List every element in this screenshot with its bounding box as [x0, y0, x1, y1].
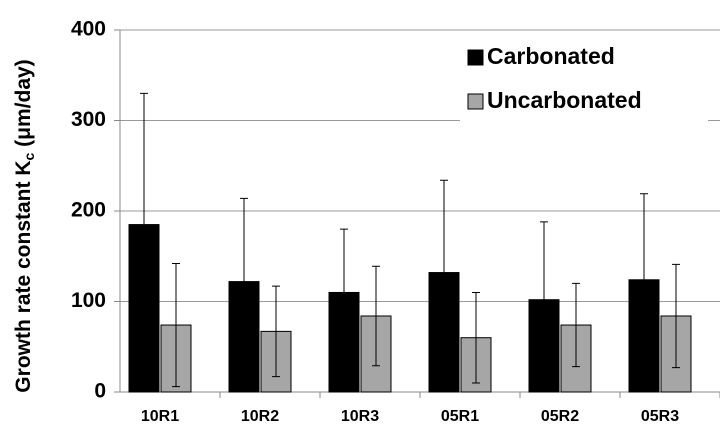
x-tick-label: 05R1	[441, 408, 479, 425]
error-bar	[472, 291, 480, 384]
error-bar	[340, 228, 348, 357]
y-tick-label: 200	[71, 199, 106, 222]
legend-swatch	[467, 93, 484, 110]
legend-label: Carbonated	[487, 43, 615, 69]
error-bar	[372, 265, 380, 367]
error-bar	[172, 262, 180, 388]
legend-box	[460, 40, 708, 126]
error-bar	[440, 179, 448, 366]
y-tick-label: 400	[71, 18, 106, 41]
y-axis-label: Growth rate constant Kc (μm/day)	[12, 59, 37, 392]
y-label-sub: c	[21, 152, 37, 160]
x-tick-label: 10R2	[241, 408, 279, 425]
y-tick-label: 100	[71, 289, 106, 312]
error-bar	[672, 263, 680, 369]
error-bar	[640, 193, 648, 367]
error-bar	[540, 221, 548, 379]
legend-swatch	[467, 49, 484, 66]
x-tick-label: 10R3	[341, 408, 379, 425]
error-bar	[572, 282, 580, 368]
x-tick-label: 10R1	[141, 408, 179, 425]
y-tick-label: 300	[71, 108, 106, 131]
error-bar	[272, 285, 280, 378]
legend-label: Uncarbonated	[487, 87, 642, 113]
error-bar	[140, 92, 148, 357]
y-label-unit: (μm/day)	[12, 59, 35, 152]
y-label-text: Growth rate constant K	[12, 160, 35, 392]
y-tick-label: 0	[94, 380, 106, 403]
x-tick-label: 05R2	[541, 408, 579, 425]
error-bar	[240, 197, 248, 366]
x-tick-label: 05R3	[641, 408, 679, 425]
